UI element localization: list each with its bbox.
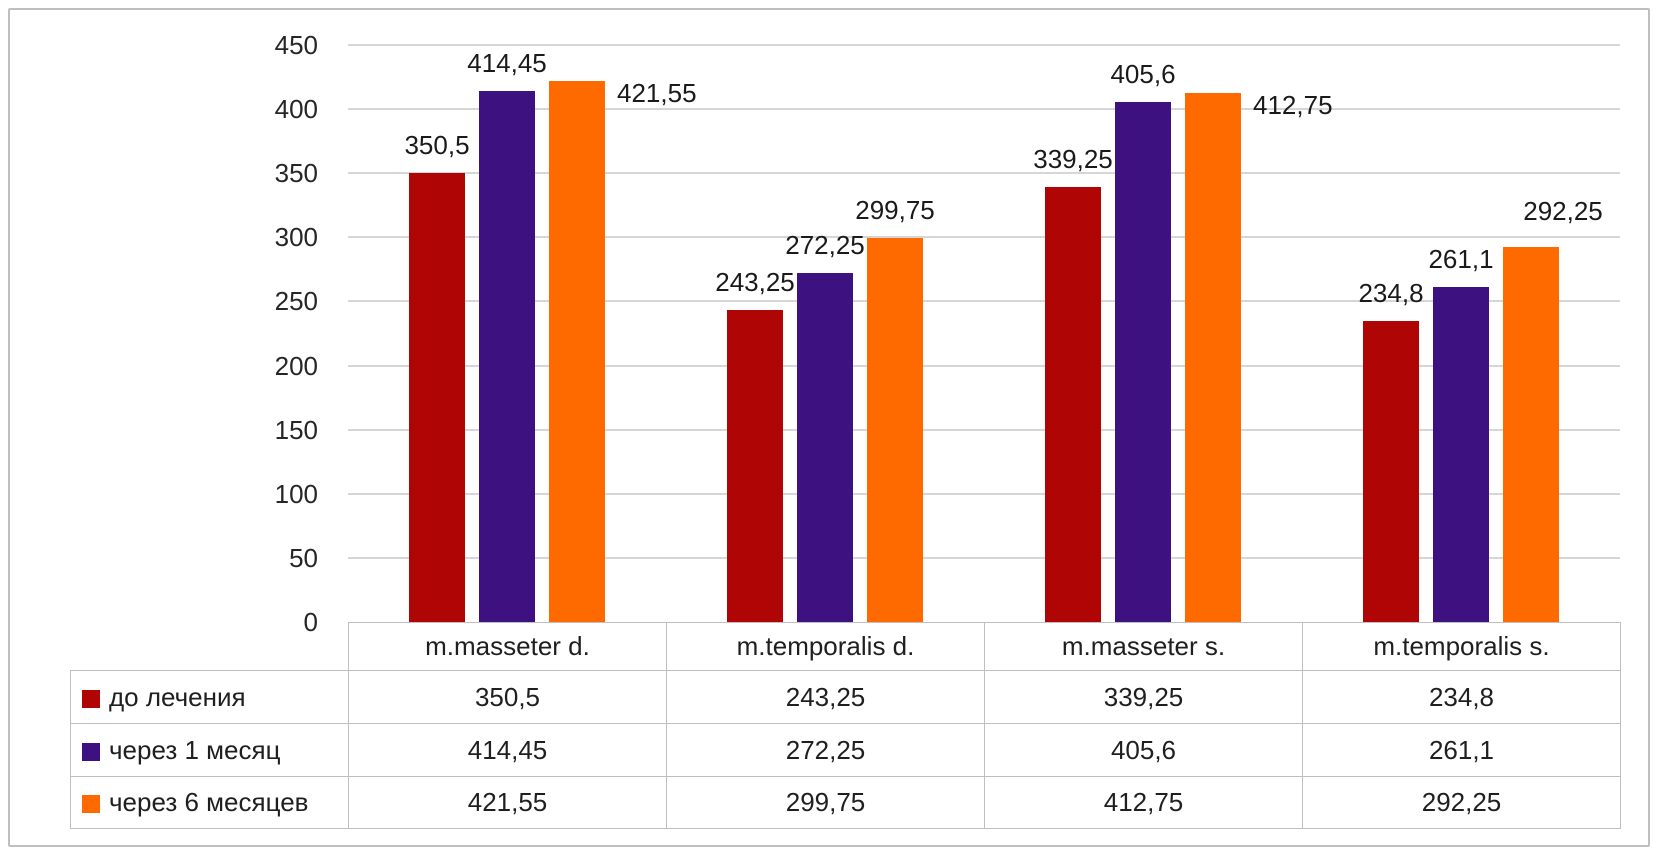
table-row-series2: через 1 месяц 414,45 272,25 405,6 261,1 <box>70 723 1621 777</box>
y-gridline <box>348 492 1620 495</box>
category-label: m.masseter d. <box>348 622 667 671</box>
bar-series1 <box>1045 187 1101 622</box>
y-axis-tick-label: 400 <box>274 94 318 125</box>
bar-data-label: 405,6 <box>1110 59 1176 89</box>
category-label: m.temporalis d. <box>666 622 985 671</box>
bar-data-label: 412,75 <box>1253 90 1333 120</box>
y-gridline <box>348 172 1620 175</box>
bar-data-label: 339,25 <box>1033 144 1113 174</box>
series2-legend-swatch <box>82 742 100 761</box>
bar-data-label: 272,25 <box>785 230 865 260</box>
bar-data-label: 243,25 <box>715 267 795 297</box>
legend-cell-series3: через 6 месяцев <box>70 776 349 829</box>
value-cell: 292,25 <box>1302 776 1621 829</box>
value-cell: 243,25 <box>666 670 985 724</box>
table-row-series1: до лечения 350,5 243,25 339,25 234,8 <box>70 670 1621 724</box>
y-gridline <box>348 428 1620 431</box>
y-axis-tick-label: 50 <box>289 542 318 573</box>
series3-legend-swatch <box>82 795 100 813</box>
series2-name: через 1 месяц <box>109 734 281 765</box>
bar-data-label: 421,55 <box>617 78 697 108</box>
bar-data-label: 261,1 <box>1428 244 1494 274</box>
bar-data-label: 292,25 <box>1523 196 1603 226</box>
value-cell: 421,55 <box>348 776 667 829</box>
y-gridline <box>348 44 1620 46</box>
y-axis-tick-label: 300 <box>274 222 318 253</box>
y-gridline <box>348 236 1620 239</box>
bar-series1 <box>727 310 783 622</box>
category-label: m.temporalis s. <box>1302 622 1621 671</box>
category-label: m.masseter s. <box>984 622 1303 671</box>
table-row-series3: через 6 месяцев 421,55 299,75 412,75 292… <box>70 776 1621 829</box>
bar-series2 <box>797 273 853 622</box>
legend-cell-series1: до лечения <box>70 670 349 724</box>
legend-header-empty-cell <box>70 622 349 671</box>
bar-data-label: 350,5 <box>404 130 470 160</box>
bar-data-label: 299,75 <box>855 195 935 225</box>
y-axis-tick-label: 200 <box>274 350 318 381</box>
series3-name: через 6 месяцев <box>109 787 309 817</box>
bar-series1 <box>1363 321 1419 622</box>
bar-series2 <box>479 91 535 622</box>
value-cell: 414,45 <box>348 723 667 777</box>
value-cell: 299,75 <box>666 776 985 829</box>
y-gridline <box>348 300 1620 303</box>
value-cell: 350,5 <box>348 670 667 724</box>
y-axis-tick-label: 450 <box>274 30 318 60</box>
bar-series2 <box>1115 102 1171 622</box>
y-gridline <box>348 108 1620 111</box>
series1-name: до лечения <box>109 681 246 712</box>
value-cell: 234,8 <box>1302 670 1621 724</box>
bar-series2 <box>1433 287 1489 622</box>
bar-series3 <box>549 81 605 622</box>
y-axis-tick-label: 100 <box>274 478 318 509</box>
y-gridline <box>348 364 1620 367</box>
bar-series3 <box>1185 93 1241 622</box>
value-cell: 261,1 <box>1302 723 1621 777</box>
bar-data-label: 414,45 <box>467 48 547 78</box>
series1-legend-swatch <box>82 689 100 708</box>
chart-data-table: m.masseter d. m.temporalis d. m.masseter… <box>70 622 1621 829</box>
value-cell: 339,25 <box>984 670 1303 724</box>
bar-data-label: 234,8 <box>1358 278 1424 308</box>
y-axis-tick-label: 150 <box>274 414 318 445</box>
bar-series3 <box>1503 247 1559 622</box>
value-cell: 412,75 <box>984 776 1303 829</box>
bar-series3 <box>867 238 923 622</box>
category-header-row: m.masseter d. m.temporalis d. m.masseter… <box>70 622 1621 671</box>
bar-series1 <box>409 173 465 622</box>
y-gridline <box>348 556 1620 559</box>
legend-cell-series2: через 1 месяц <box>70 723 349 777</box>
value-cell: 272,25 <box>666 723 985 777</box>
value-cell: 405,6 <box>984 723 1303 777</box>
y-axis-tick-label: 250 <box>274 286 318 317</box>
y-axis-tick-label: 350 <box>274 158 318 189</box>
